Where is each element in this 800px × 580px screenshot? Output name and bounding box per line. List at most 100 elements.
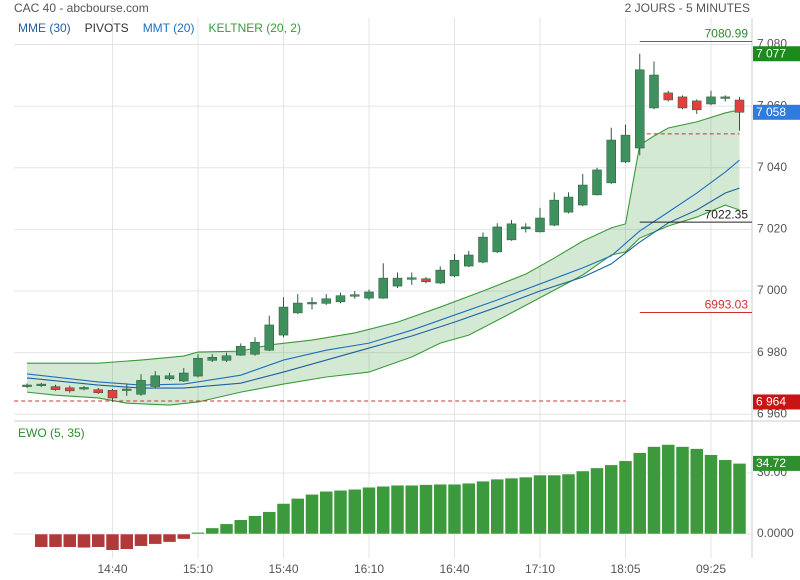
- ewo-bar: [390, 484, 405, 535]
- candle-body: [720, 96, 730, 99]
- ewo-bar: [134, 533, 148, 547]
- candle-body: [663, 92, 673, 101]
- candle-body: [193, 357, 203, 377]
- candle-body: [521, 226, 531, 230]
- candle-body: [592, 169, 602, 196]
- ewo-bar: [690, 448, 704, 535]
- candle-body: [478, 236, 488, 263]
- candle-body: [36, 383, 46, 386]
- chart-title: CAC 40 - abcbourse.com: [14, 1, 149, 15]
- candle-body: [563, 196, 574, 213]
- price-marker-label: 7 058: [756, 105, 786, 119]
- candle-body: [122, 388, 132, 391]
- pivot-label: 7080.99: [705, 27, 749, 41]
- moving-average: [26, 159, 740, 386]
- ewo-bar: [533, 474, 547, 535]
- ewo-bar: [105, 533, 120, 551]
- ewo-bar: [362, 486, 376, 535]
- candle-body: [164, 375, 175, 380]
- ewo-bar: [205, 527, 219, 535]
- candle-body: [435, 269, 445, 284]
- candle-body: [236, 345, 246, 356]
- ewo-bar: [291, 498, 305, 535]
- candle-body: [50, 386, 61, 390]
- moving-average: [26, 187, 740, 389]
- candle-body: [635, 69, 645, 149]
- x-tick-label: 18:05: [610, 562, 640, 576]
- ewo-bar: [519, 476, 533, 535]
- candle-body: [307, 302, 317, 305]
- candle-body: [449, 259, 460, 277]
- candle-body: [321, 298, 331, 304]
- candle-body: [350, 294, 360, 297]
- ewo-bar: [162, 533, 177, 543]
- candle-body: [506, 223, 517, 241]
- x-tick-label: 16:10: [354, 562, 384, 576]
- ewo-bar: [34, 533, 48, 548]
- ewo-bar: [590, 467, 604, 535]
- candle-body: [578, 184, 588, 206]
- y-tick-label: 7 040: [757, 160, 787, 174]
- candle-body: [335, 295, 346, 303]
- candle-body: [221, 355, 232, 361]
- candle-body: [278, 306, 289, 336]
- y-tick-label: 0.0000: [757, 526, 794, 540]
- ewo-bar: [661, 444, 675, 535]
- price-marker: [753, 455, 800, 471]
- ewo-bar: [305, 494, 319, 535]
- price-marker-label: 7 077: [756, 46, 786, 60]
- candle-body: [179, 372, 189, 382]
- candle-body: [706, 96, 716, 105]
- ewo-bar: [262, 511, 276, 535]
- legend-entry: MME (30): [18, 21, 71, 35]
- candle-body: [65, 387, 75, 392]
- candle-body: [407, 277, 417, 280]
- ewo-bar: [376, 485, 390, 535]
- candle-body: [649, 74, 659, 109]
- candle-body: [207, 357, 217, 361]
- candle-body: [150, 375, 160, 387]
- ewo-bar: [63, 533, 77, 548]
- ewo-bar: [732, 463, 747, 535]
- ewo-bar: [419, 484, 433, 535]
- candle-body: [549, 199, 559, 226]
- ewo-bar: [490, 478, 504, 535]
- ewo-bar: [219, 523, 234, 535]
- ewo-bar: [675, 446, 690, 535]
- price-marker-label: 6 964: [756, 395, 786, 409]
- x-tick-label: 15:10: [183, 562, 213, 576]
- pivot-label: 7022.35: [705, 207, 749, 221]
- ewo-bar: [348, 489, 362, 535]
- ewo-bar: [276, 503, 291, 535]
- ewo-bar: [177, 533, 191, 540]
- ewo-bar: [91, 533, 105, 548]
- candle-body: [250, 341, 260, 355]
- ewo-bar: [120, 533, 134, 550]
- ewo-bar: [561, 473, 576, 535]
- candle-body: [677, 96, 688, 109]
- y-tick-label: 7 000: [757, 283, 787, 297]
- ewo-bar: [191, 532, 205, 535]
- ewo-bar: [319, 491, 333, 535]
- candle-body: [392, 277, 403, 287]
- ewo-bar: [547, 474, 561, 535]
- x-tick-label: 16:40: [439, 562, 469, 576]
- y-tick-label: 6 980: [757, 345, 787, 359]
- candle-body: [93, 389, 103, 393]
- legend-entry: PIVOTS: [85, 21, 129, 35]
- candle-body: [421, 278, 431, 283]
- ewo-bar: [77, 533, 91, 549]
- ewo-bar: [704, 454, 718, 535]
- ewo-bar: [148, 533, 162, 545]
- y-tick-label: 6 960: [757, 406, 787, 420]
- price-marker: [753, 104, 800, 120]
- x-tick-label: 15:40: [268, 562, 298, 576]
- legend-entry: KELTNER (20, 2): [208, 21, 300, 35]
- candle-body: [364, 291, 374, 299]
- candle-body: [606, 139, 616, 184]
- price-marker-label: 34.72: [756, 456, 786, 470]
- ewo-bar: [433, 483, 447, 535]
- ewo-bar: [48, 533, 63, 548]
